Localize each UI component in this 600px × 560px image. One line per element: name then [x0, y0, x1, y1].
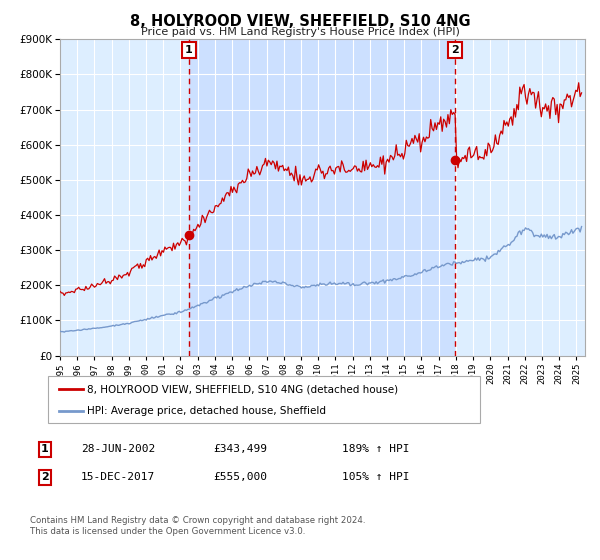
Text: HPI: Average price, detached house, Sheffield: HPI: Average price, detached house, Shef…: [87, 406, 326, 416]
Text: 15-DEC-2017: 15-DEC-2017: [81, 472, 155, 482]
Text: 189% ↑ HPI: 189% ↑ HPI: [342, 444, 409, 454]
Text: 1: 1: [185, 45, 193, 55]
Text: 8, HOLYROOD VIEW, SHEFFIELD, S10 4NG: 8, HOLYROOD VIEW, SHEFFIELD, S10 4NG: [130, 14, 470, 29]
Text: 1: 1: [41, 444, 49, 454]
Text: This data is licensed under the Open Government Licence v3.0.: This data is licensed under the Open Gov…: [30, 528, 305, 536]
Text: £555,000: £555,000: [213, 472, 267, 482]
Text: £343,499: £343,499: [213, 444, 267, 454]
Text: 8, HOLYROOD VIEW, SHEFFIELD, S10 4NG (detached house): 8, HOLYROOD VIEW, SHEFFIELD, S10 4NG (de…: [87, 384, 398, 394]
Text: Contains HM Land Registry data © Crown copyright and database right 2024.: Contains HM Land Registry data © Crown c…: [30, 516, 365, 525]
Text: 2: 2: [451, 45, 459, 55]
Text: 28-JUN-2002: 28-JUN-2002: [81, 444, 155, 454]
Bar: [189, 39, 455, 356]
Text: Price paid vs. HM Land Registry's House Price Index (HPI): Price paid vs. HM Land Registry's House …: [140, 27, 460, 37]
Text: 105% ↑ HPI: 105% ↑ HPI: [342, 472, 409, 482]
Text: 2: 2: [41, 472, 49, 482]
